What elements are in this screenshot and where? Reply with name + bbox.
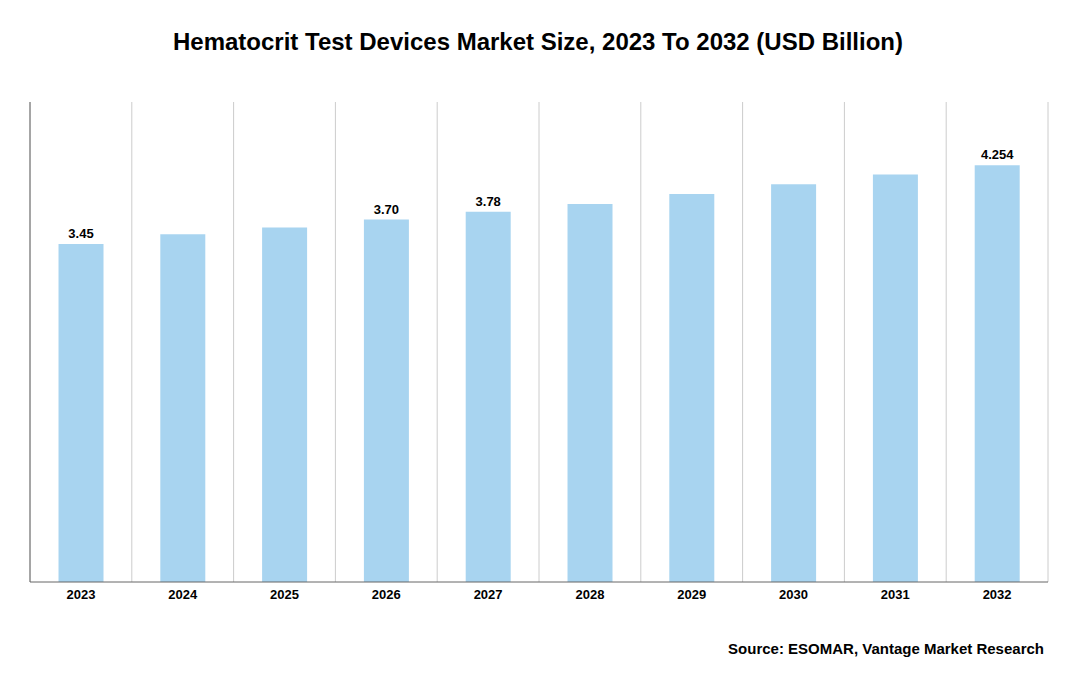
svg-text:3.70: 3.70 [374, 202, 399, 217]
svg-text:2025: 2025 [270, 587, 299, 602]
svg-text:2027: 2027 [474, 587, 503, 602]
html-text:Hematocrit Test Devices Market: Hematocrit Test Devices Market Size, 202… [173, 28, 903, 55]
svg-text:2023: 2023 [66, 587, 95, 602]
html-text:Source: ESOMAR, Vantage Market: Source: ESOMAR, Vantage Market Research [728, 640, 1044, 657]
svg-text:2030: 2030 [779, 587, 808, 602]
svg-text:2028: 2028 [575, 587, 604, 602]
svg-text:3.78: 3.78 [476, 194, 501, 209]
svg-text:2032: 2032 [983, 587, 1012, 602]
svg-text:2024: 2024 [168, 587, 198, 602]
svg-text:4.254: 4.254 [981, 147, 1014, 162]
svg-text:2026: 2026 [372, 587, 401, 602]
svg-text:3.45: 3.45 [68, 226, 93, 241]
svg-text:2029: 2029 [677, 587, 706, 602]
svg-text:2031: 2031 [881, 587, 910, 602]
